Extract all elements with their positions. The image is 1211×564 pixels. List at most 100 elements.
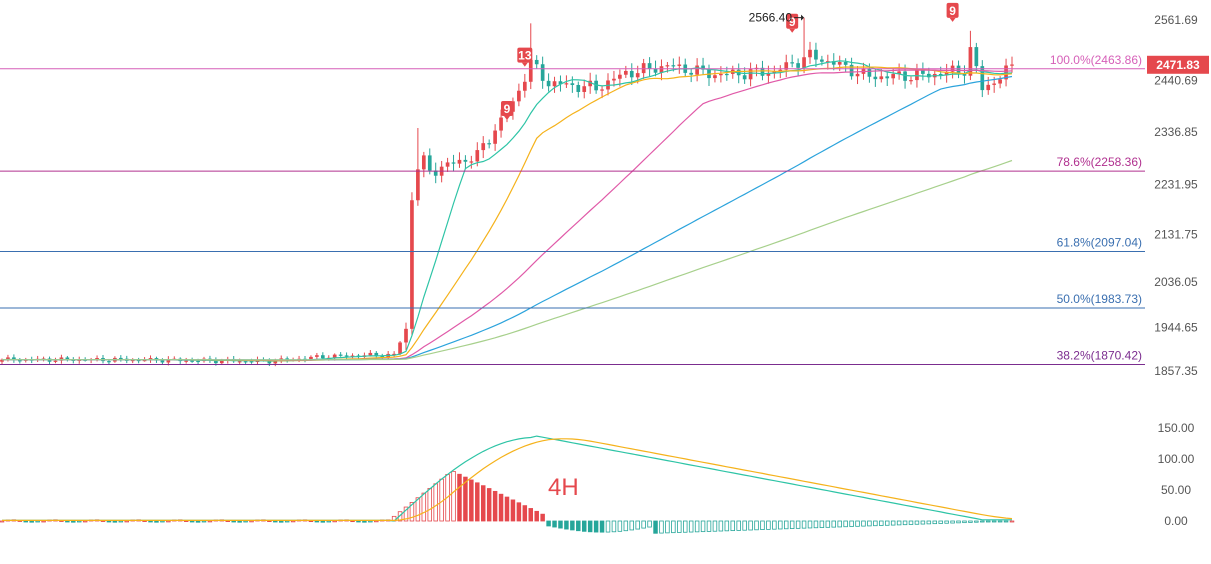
- macd-histogram-bar: [665, 520, 670, 534]
- candle-body: [344, 355, 349, 357]
- macd-histogram-bar: [908, 520, 914, 525]
- macd-histogram-bar: [510, 499, 516, 522]
- candle-body: [107, 361, 111, 363]
- macd-histogram-bar: [635, 520, 640, 530]
- macd-histogram-bar: [368, 520, 373, 523]
- candle-body: [986, 84, 991, 91]
- candle-body: [790, 62, 795, 64]
- macd-histogram-bar: [41, 520, 46, 523]
- macd-histogram-bar: [968, 520, 973, 523]
- macd-histogram-bar: [867, 520, 872, 527]
- price-axis-tick: 1857.35: [1154, 364, 1198, 378]
- macd-histogram-bar: [427, 488, 433, 522]
- macd-histogram-bar: [463, 476, 468, 522]
- macd-histogram-bar: [760, 520, 765, 530]
- macd-histogram-bar: [480, 485, 486, 522]
- last-price-label: 2471.83: [1156, 58, 1200, 72]
- candle-body: [12, 357, 16, 361]
- candle-body: [53, 360, 58, 362]
- macd-histogram-bar: [148, 520, 153, 523]
- macd-histogram-bar: [326, 520, 332, 523]
- macd-histogram-bar: [1009, 520, 1015, 523]
- macd-histogram-bar: [754, 520, 759, 531]
- macd-histogram-bar: [576, 520, 581, 532]
- candle-body: [992, 83, 997, 85]
- candle-body: [219, 360, 224, 364]
- macd-histogram-bar: [498, 493, 504, 522]
- candle-body: [1004, 65, 1008, 80]
- macd-histogram-bar: [843, 520, 848, 528]
- candle-body: [641, 63, 646, 74]
- macd-histogram-bar: [284, 520, 290, 523]
- last-price-tag: [1147, 55, 1209, 74]
- macd-histogram-bar: [920, 520, 926, 525]
- candle-body: [926, 73, 931, 78]
- macd-histogram-bar: [552, 520, 557, 528]
- candle-body: [713, 75, 717, 79]
- macd-histogram-bar: [1003, 520, 1009, 523]
- price-axis-tick: 2231.95: [1154, 177, 1198, 191]
- candle-body: [665, 65, 670, 67]
- candle-body: [95, 358, 99, 360]
- candle-body: [493, 130, 497, 144]
- macd-histogram-bar: [558, 520, 563, 529]
- candle-body: [998, 79, 1002, 84]
- macd-histogram-bar: [938, 520, 943, 524]
- macd-histogram-bar: [647, 520, 652, 528]
- macd-histogram-bar: [730, 520, 736, 532]
- candle-body: [77, 359, 82, 361]
- td-badge-bg: [501, 101, 513, 117]
- macd-histogram-bar: [694, 520, 700, 533]
- candle-body: [671, 65, 676, 67]
- y-axis[interactable]: 2561.69 2440.69 2336.85 2231.95 2131.75 2036.…: [1147, 13, 1209, 528]
- candle-body: [653, 68, 658, 73]
- candle-body: [921, 70, 925, 74]
- macd-histogram-bar: [896, 520, 902, 526]
- candle-body: [374, 352, 379, 356]
- macd-histogram-bar: [605, 520, 611, 533]
- candle-body: [576, 84, 581, 92]
- macd-histogram-bar: [671, 520, 676, 534]
- candle-body: [962, 73, 967, 76]
- price-axis-tick: 1944.65: [1154, 320, 1198, 334]
- macd-histogram-bar: [546, 520, 551, 527]
- macd-histogram-bar: [932, 520, 938, 525]
- macd-histogram-bar: [890, 520, 896, 526]
- candle-body: [315, 355, 319, 357]
- candle-body: [831, 61, 836, 65]
- macd-histogram-bar: [712, 520, 718, 532]
- macd-axis-tick: 100.00: [1158, 452, 1195, 466]
- candle-body: [433, 170, 438, 176]
- candle-body: [214, 360, 218, 364]
- td-badge-label: 9: [949, 4, 956, 18]
- candle-body: [166, 359, 171, 363]
- macd-histogram-bar: [570, 520, 575, 531]
- td-badge-pointer: [949, 17, 956, 22]
- candle-body: [416, 169, 420, 201]
- macd-histogram-bar: [403, 506, 409, 522]
- macd-histogram-bar: [356, 520, 361, 523]
- candle-body: [647, 63, 652, 69]
- macd-histogram-bar: [795, 520, 801, 529]
- candle-body: [427, 155, 432, 171]
- macd-histogram-bar: [659, 520, 664, 534]
- macd-histogram-bar: [653, 520, 658, 534]
- candle-body: [522, 81, 527, 91]
- macd-histogram-bar: [415, 497, 421, 522]
- macd-histogram-bar: [950, 520, 955, 524]
- high-annotation-label: 2566.40: [749, 11, 793, 25]
- candle-body: [778, 69, 783, 72]
- candle-body: [160, 360, 165, 363]
- candle-body: [820, 59, 824, 62]
- candle-body: [380, 355, 385, 358]
- macd-histogram-bar: [65, 520, 70, 523]
- macd-histogram-bar: [688, 520, 694, 533]
- candle-body: [368, 352, 373, 356]
- macd-histogram-bar: [112, 520, 118, 523]
- candle-body: [600, 89, 604, 91]
- candle-body: [760, 67, 765, 76]
- fib-level-label: 78.6%(2258.36): [1057, 155, 1142, 169]
- td-badge-pointer: [521, 62, 528, 67]
- macd-histogram-bar: [783, 520, 789, 530]
